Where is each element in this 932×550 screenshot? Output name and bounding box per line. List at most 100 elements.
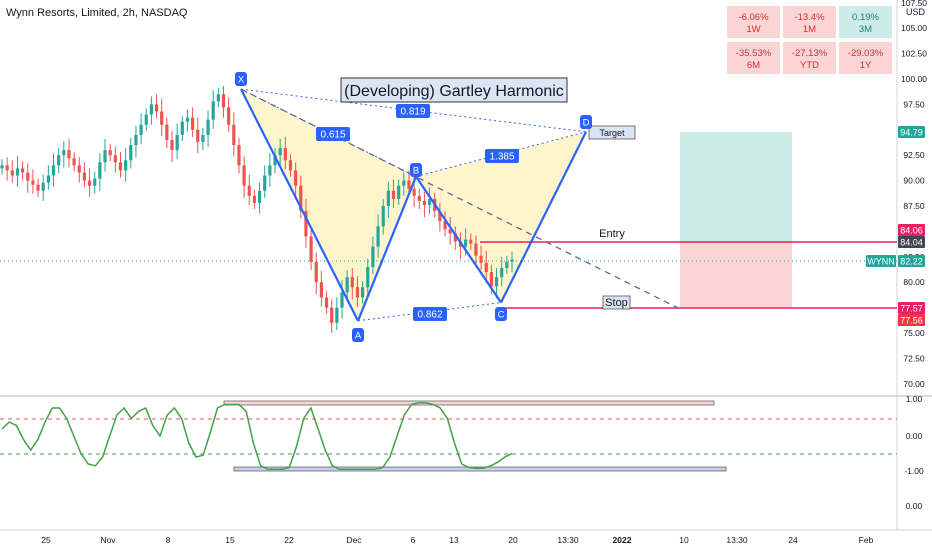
oscillator-line (1, 402, 513, 471)
candle (314, 252, 318, 295)
entry-label[interactable]: Entry (599, 228, 625, 240)
price-tick-label: 97.50 (903, 99, 925, 109)
candle (443, 211, 447, 237)
candle (366, 258, 370, 298)
candle (381, 198, 385, 235)
target-label[interactable]: Target (588, 125, 636, 140)
chart-title: Wynn Resorts, Limited, 2h, NASDAQ (6, 7, 188, 19)
price-tick-label: 107.50 (901, 0, 927, 8)
svg-text:1W: 1W (746, 24, 760, 35)
candle (397, 179, 401, 205)
svg-text:94.79: 94.79 (900, 128, 923, 138)
candle (72, 152, 76, 172)
candle (36, 178, 40, 197)
time-axis[interactable]: 25 Nov 8 15 22 Dec 6 13 20 13:30 2022 10 13:30 24 Feb (41, 535, 873, 545)
time-tick-label: 22 (284, 535, 294, 545)
candle (103, 138, 107, 172)
profit-zone[interactable] (680, 132, 792, 242)
candle (175, 123, 179, 160)
stop-label-text: Stop (605, 297, 628, 309)
svg-text:WYNN: WYNN (867, 257, 895, 267)
candle (510, 251, 514, 273)
svg-text:D: D (583, 118, 590, 129)
target-label-text: Target (599, 128, 625, 138)
time-tick-label: 13:30 (726, 535, 748, 545)
candle (386, 181, 390, 219)
stop-price-badge: 77.57 77.56 (898, 302, 925, 326)
pattern-lines[interactable] (240, 88, 679, 322)
svg-text:77.56: 77.56 (900, 316, 923, 326)
candle (417, 188, 421, 210)
candle (376, 214, 380, 258)
pattern-leg[interactable] (240, 88, 359, 322)
candle (479, 245, 483, 271)
trend-projection-line[interactable] (240, 88, 679, 309)
svg-text:-27.13%: -27.13% (792, 48, 828, 59)
candle (93, 171, 97, 194)
pattern-title-text: (Developing) Gartley Harmonic (344, 83, 564, 100)
candle (355, 276, 360, 307)
candle (237, 137, 241, 174)
candle (268, 153, 272, 187)
ratio-label[interactable]: 0.862 (413, 307, 447, 321)
symbol-price-badge: WYNN 82.22 (866, 255, 925, 267)
time-tick-label: 6 (411, 535, 416, 545)
candle (185, 109, 190, 132)
pattern-title[interactable]: (Developing) Gartley Harmonic (340, 77, 568, 103)
candle (41, 174, 45, 201)
candle (335, 297, 339, 330)
candle (98, 153, 102, 191)
candle (469, 233, 473, 250)
candle (221, 86, 226, 118)
pattern-labels[interactable]: 0.615 0.819 1.385 0.862 X A B C D (235, 72, 592, 342)
pattern-point-b[interactable]: B (410, 163, 422, 177)
oscillator-axis[interactable]: 1.00 0.00 -1.00 0.00 (904, 394, 924, 511)
ratio-label[interactable]: 1.385 (485, 149, 519, 163)
entry-price-badge: 84.06 84.04 (898, 224, 925, 248)
svg-text:1Y: 1Y (860, 60, 872, 71)
loss-zone[interactable] (680, 242, 792, 308)
candle (82, 162, 87, 188)
price-tick-label: 87.50 (903, 201, 925, 211)
candle (67, 138, 71, 168)
svg-text:C: C (498, 310, 505, 321)
time-tick-label: 8 (166, 535, 171, 545)
osc-top-band[interactable] (223, 400, 715, 406)
price-axis[interactable]: 107.50105.00102.50100.0097.5095.0092.509… (901, 0, 927, 389)
candle (51, 153, 56, 187)
pattern-leg[interactable] (415, 175, 502, 304)
pattern-point-a[interactable]: A (352, 328, 364, 342)
ratio-label[interactable]: 0.615 (316, 127, 350, 141)
svg-text:0.862: 0.862 (417, 310, 442, 321)
candle (345, 270, 349, 301)
candle (361, 281, 365, 304)
currency-label: USD (906, 7, 926, 17)
price-tick-label: 80.00 (903, 277, 925, 287)
pattern-leg[interactable] (356, 176, 418, 322)
time-tick-label: 25 (41, 535, 51, 545)
candle (206, 110, 210, 148)
pattern-point-d[interactable]: D (580, 115, 592, 129)
candle (31, 169, 35, 194)
osc-bottom-band[interactable] (233, 466, 727, 472)
candle (134, 125, 138, 158)
time-tick-label: 15 (225, 535, 235, 545)
candle (422, 191, 427, 218)
svg-text:1M: 1M (803, 24, 816, 35)
svg-text:3M: 3M (859, 24, 872, 35)
svg-text:-13.4%: -13.4% (794, 12, 825, 23)
oscillator-pane (0, 400, 897, 472)
candle (62, 140, 66, 168)
osc-tick-label: 1.00 (906, 394, 923, 404)
osc-tick-label: 0.00 (906, 501, 923, 511)
pattern-leg[interactable] (500, 131, 587, 304)
stop-label[interactable]: Stop (602, 295, 631, 310)
candle (252, 189, 257, 210)
candle (57, 148, 61, 174)
pattern-point-x[interactable]: X (235, 72, 247, 86)
entry-label-text: Entry (599, 228, 625, 240)
candle (299, 175, 303, 219)
ratio-label[interactable]: 0.819 (396, 104, 430, 118)
pattern-point-c[interactable]: C (495, 307, 507, 321)
